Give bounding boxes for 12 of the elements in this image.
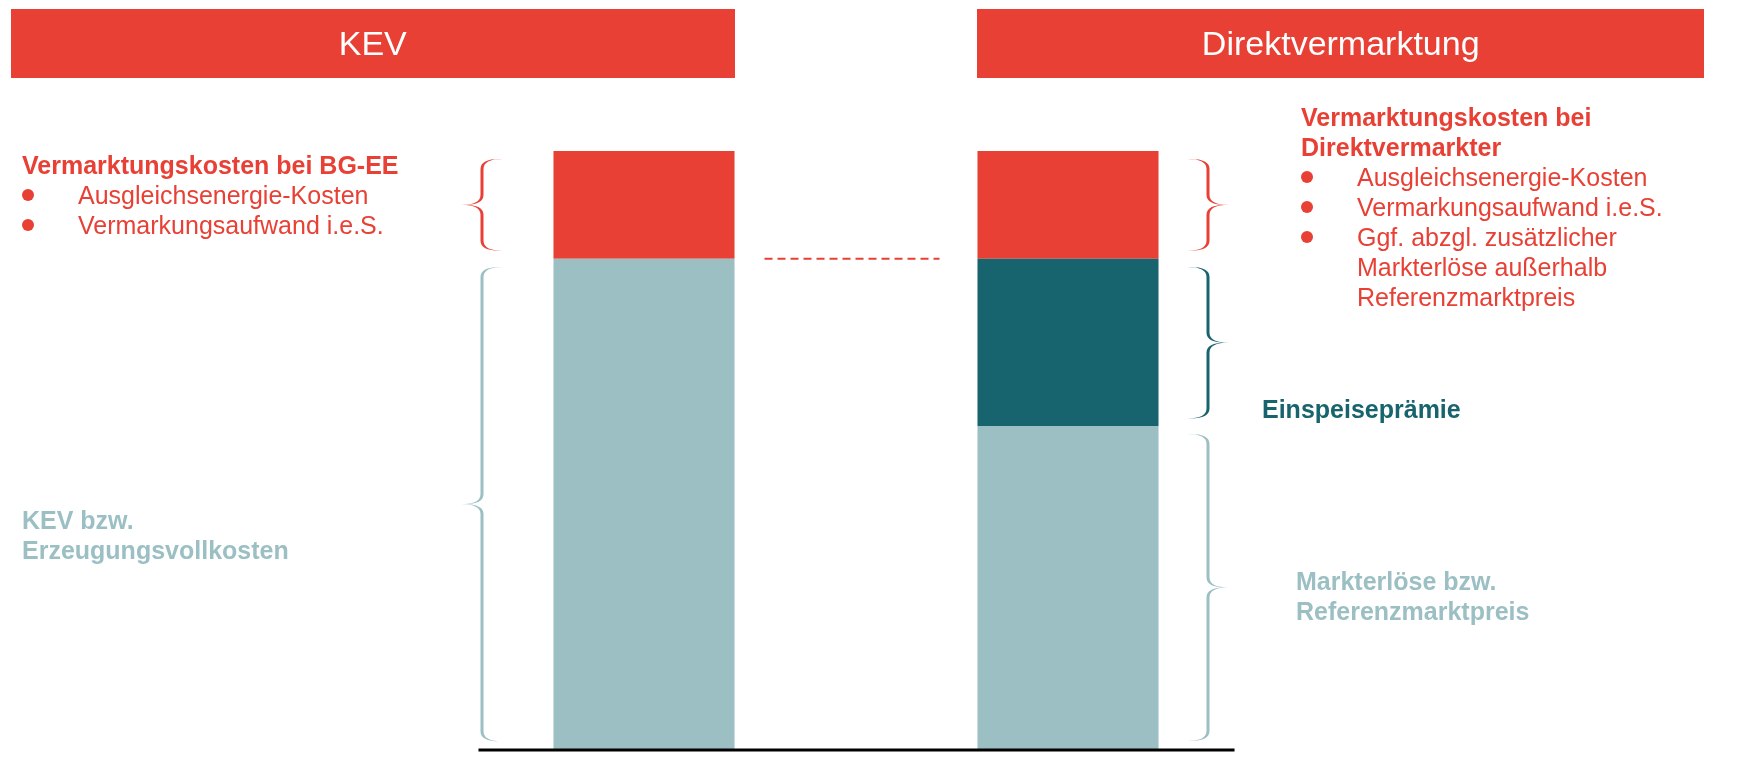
annotation: Vermarktungskosten bei Direktvermarkter: [1301, 102, 1593, 162]
annotation: Ausgleichsenergie-Kosten: [78, 180, 369, 210]
annotation: Vermarkungsaufwand i.e.S.: [1357, 192, 1663, 222]
x-tick-label: Direktvermarktung: [977, 9, 1704, 78]
annotation: Markterlöse bzw. Referenzmarktpreis: [1296, 566, 1531, 626]
annotation: Vermarkungsaufwand i.e.S.: [78, 210, 384, 240]
x-tick-label: KEV: [11, 9, 735, 78]
annotation: Vermarktungskosten bei BG-EE: [22, 150, 400, 180]
annotation: KEV bzw. Erzeugungsvollkosten: [22, 505, 290, 565]
annotation: Ggf. abzgl. zusätzlicher Markterlöse außerhalb Referenzmarktpreis: [1357, 222, 1618, 312]
annotation: Einspeiseprämie: [1262, 394, 1462, 424]
annotation: Ausgleichsenergie-Kosten: [1357, 162, 1648, 192]
